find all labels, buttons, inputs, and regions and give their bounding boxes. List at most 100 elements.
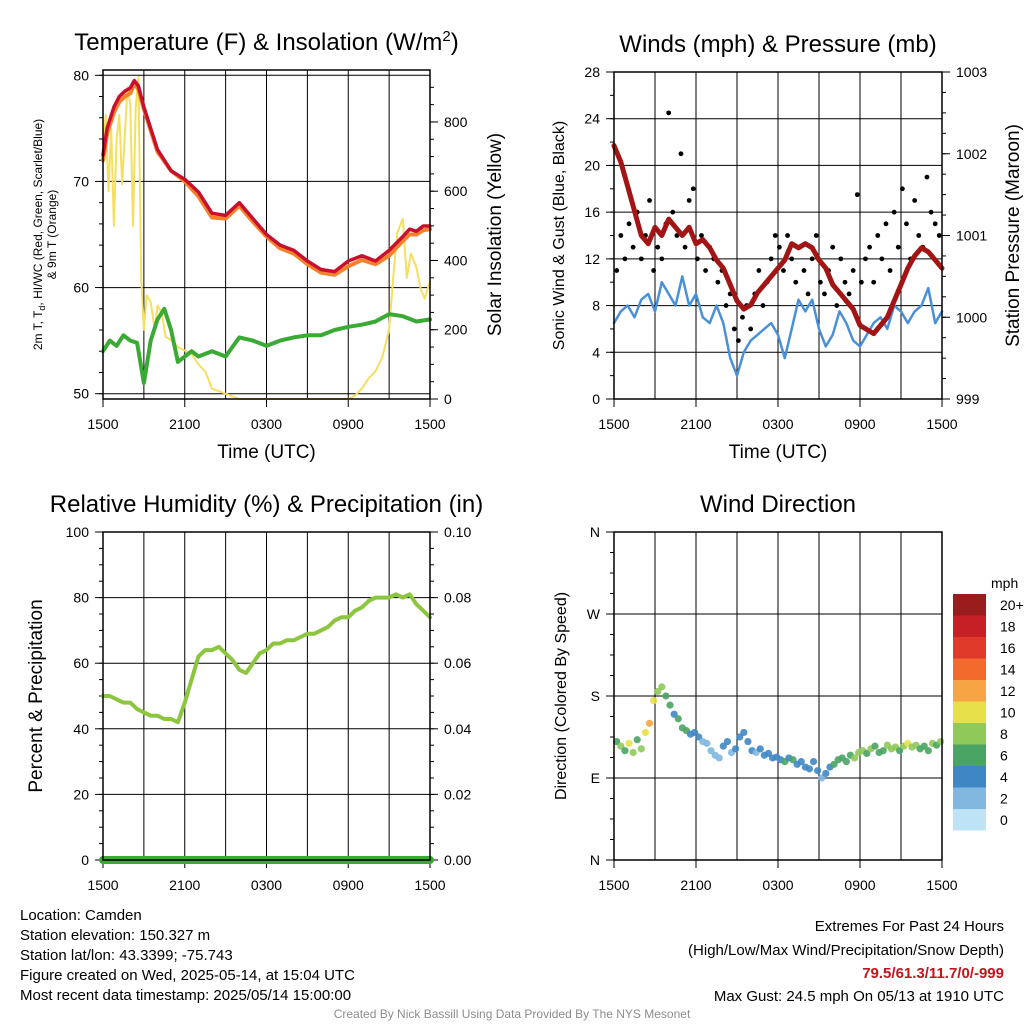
y2-tick-label: 1003 xyxy=(956,64,987,80)
direction-point xyxy=(645,719,654,727)
x-tick-label: 0900 xyxy=(333,877,364,893)
gust-point xyxy=(715,279,721,285)
gust-point xyxy=(887,268,893,273)
gust-point xyxy=(651,268,657,273)
gust-point xyxy=(838,256,844,262)
x-tick-label: 2100 xyxy=(680,416,711,432)
gust-point xyxy=(768,256,774,262)
y2-tick-label: 0.02 xyxy=(444,786,471,802)
direction-point xyxy=(879,747,887,755)
gust-point xyxy=(863,256,868,262)
y-axis-label: Direction (Colored By Speed) xyxy=(553,592,570,800)
plot-frame xyxy=(613,531,943,861)
y-label-subscript: d xyxy=(37,306,47,311)
y2-tick-label: 0.10 xyxy=(444,524,471,540)
direction-point xyxy=(723,737,732,746)
gust-point xyxy=(723,303,729,308)
y-tick-label: 0 xyxy=(81,852,89,868)
legend-label: 0 xyxy=(1000,812,1008,828)
direction-point xyxy=(822,769,830,778)
gust-point xyxy=(630,244,636,250)
gust-point xyxy=(655,244,661,250)
footer-created: Figure created on Wed, 2025-05-14, at 15… xyxy=(20,967,355,984)
legend-swatch xyxy=(953,594,986,616)
gust-point xyxy=(793,279,799,285)
gust-point xyxy=(614,268,620,273)
direction-point xyxy=(650,696,658,705)
legend-label: 6 xyxy=(1000,748,1008,764)
y-axis-label-line2: & 9m T (Orange) xyxy=(45,190,59,280)
gust-point xyxy=(690,186,696,192)
y2-tick-label: 0.06 xyxy=(444,655,471,671)
legend-swatch xyxy=(953,744,986,766)
gust-point xyxy=(936,233,942,238)
y-tick-label: 28 xyxy=(584,64,600,80)
direction-point xyxy=(924,747,932,755)
gust-point xyxy=(626,221,632,227)
y2-axis-label: Station Pressure (Maroon) xyxy=(1003,124,1024,347)
gust-point xyxy=(904,221,909,227)
gust-point xyxy=(858,279,864,285)
extremes-title: Extremes For Past 24 Hours xyxy=(814,918,1004,935)
gust-point xyxy=(785,233,790,238)
legend-label: 12 xyxy=(1000,683,1016,699)
gust-point xyxy=(756,268,762,273)
extremes-subtitle: (High/Low/Max Wind/Precipitation/Snow De… xyxy=(688,942,1004,959)
y-tick-label: 0 xyxy=(592,391,600,407)
y-label-part: 2m T, T xyxy=(31,310,45,350)
plot-frame xyxy=(102,69,431,400)
y-tick-label: 24 xyxy=(584,111,600,127)
legend-swatch xyxy=(953,701,986,723)
x-tick-label: 1500 xyxy=(926,416,957,432)
direction-point xyxy=(621,747,629,755)
gust-point xyxy=(830,244,836,250)
direction-point xyxy=(797,758,805,766)
y-axis-label: Sonic Wind & Gust (Blue, Black) xyxy=(551,121,568,350)
max-gust: Max Gust: 24.5 mph On 05/13 at 1910 UTC xyxy=(713,988,1004,1005)
x-axis-label: Time (UTC) xyxy=(217,442,316,463)
x-tick-label: 0900 xyxy=(844,877,875,893)
legend-swatch xyxy=(953,680,986,702)
y-tick-label: 60 xyxy=(73,655,89,671)
gust-point xyxy=(703,268,708,273)
y2-tick-label: 600 xyxy=(444,183,468,199)
footer-location: Location: Camden xyxy=(20,907,142,924)
y-tick-label: 80 xyxy=(73,590,89,606)
y-tick-label: 8 xyxy=(592,298,600,314)
y2-tick-label: 400 xyxy=(444,252,468,268)
panel-title: Winds (mph) & Pressure (mb) xyxy=(619,31,936,58)
direction-point xyxy=(629,748,637,757)
title-superscript: 2 xyxy=(442,28,450,45)
legend-label: 10 xyxy=(1000,705,1016,721)
gust-point xyxy=(854,192,860,198)
direction-point xyxy=(715,754,723,762)
gust-point xyxy=(879,256,885,262)
gust-point xyxy=(809,256,815,262)
direction-point xyxy=(674,715,682,723)
gust-point xyxy=(678,151,684,157)
gust-point xyxy=(801,268,807,273)
legend-swatch xyxy=(953,615,986,637)
gust-point xyxy=(928,209,934,215)
footer-elevation: Station elevation: 150.327 m xyxy=(20,927,211,944)
y2-axis-label: Solar Insolation (Yellow) xyxy=(485,133,506,336)
direction-point xyxy=(703,739,711,747)
gust-point xyxy=(666,110,672,116)
gust-point xyxy=(789,256,795,262)
y-tick-label: 12 xyxy=(584,251,600,267)
legend-label: 20+ xyxy=(1000,597,1024,613)
gust-point xyxy=(694,256,700,262)
gust-point xyxy=(871,279,877,285)
legend-label: 14 xyxy=(1000,662,1016,678)
title-text: Temperature (F) & Insolation (W/m xyxy=(74,29,442,56)
x-tick-label: 2100 xyxy=(169,877,200,893)
gust-point xyxy=(867,244,872,250)
gust-point xyxy=(834,303,840,308)
gust-point xyxy=(781,268,786,273)
y-tick-label: N xyxy=(590,852,600,868)
y-tick-label: 80 xyxy=(73,67,89,83)
gust-point xyxy=(748,326,754,332)
y-tick-label: E xyxy=(591,770,600,786)
gust-point xyxy=(776,244,782,250)
